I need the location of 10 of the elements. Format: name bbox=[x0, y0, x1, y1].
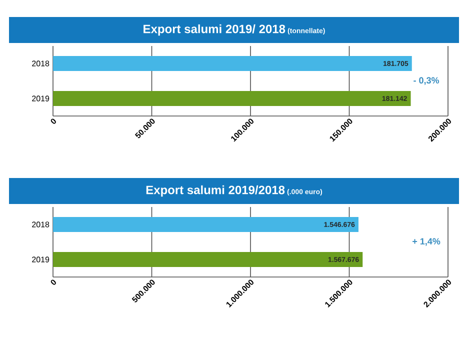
y-tick-label: 2018 bbox=[32, 60, 50, 66]
chart-title: Export salumi 2019/2018 bbox=[146, 185, 285, 197]
annotation: - 0,3% bbox=[414, 77, 440, 85]
x-tick-label: 0 bbox=[50, 118, 56, 124]
y-tick-label: 2019 bbox=[32, 256, 50, 262]
y-tick-label: 2018 bbox=[32, 222, 50, 228]
y-tick-label: 2019 bbox=[32, 96, 50, 102]
chart-title: Export salumi 2019/ 2018 bbox=[144, 24, 286, 36]
x-tick-label: 0 bbox=[50, 280, 56, 285]
annotation: + 1,4% bbox=[412, 238, 440, 246]
